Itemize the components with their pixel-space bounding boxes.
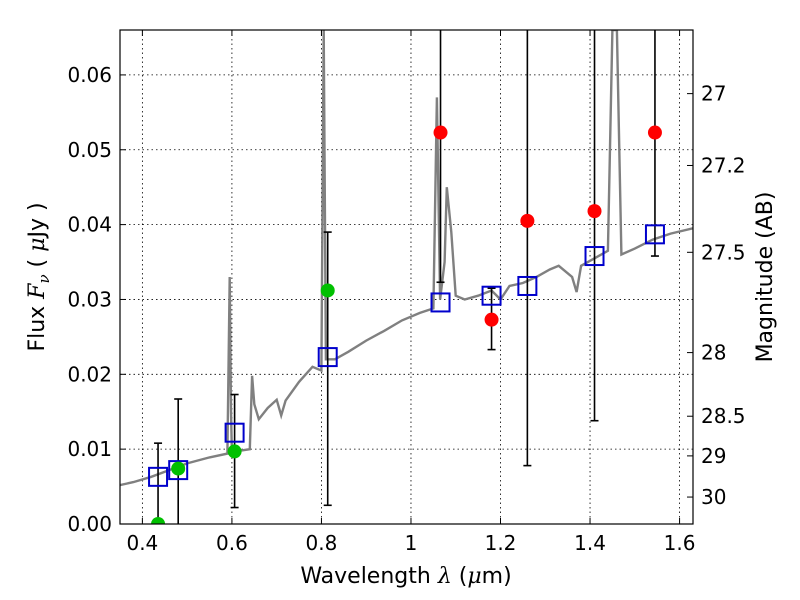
axis-tick-labels: 0.4 0.6 0.8 1 1.2 1.4 1.6 0.00 0.01 0.02 0.03 0.04 0… (67, 63, 745, 555)
data-markers (148, 125, 665, 524)
plot-frame (119, 29, 694, 525)
model-square-marker (430, 292, 451, 313)
x-tick-label: 0.8 (306, 531, 338, 555)
right-tick-label: 27.2 (701, 153, 746, 177)
detection-point (227, 444, 242, 459)
model-square-marker (481, 285, 502, 306)
y-tick-label: 0.06 (67, 63, 112, 87)
model-square-marker (168, 460, 189, 481)
axis-ticks (120, 30, 693, 525)
model-square-marker (224, 422, 245, 443)
right-axis-title: Magnitude (AB) (753, 192, 778, 363)
x-tick-label: 1 (405, 531, 418, 555)
y-tick-label: 0.01 (67, 437, 112, 461)
y-tick-label: 0.00 (67, 512, 112, 536)
upper-limit-point (587, 204, 602, 219)
y-axis-title: Flux Fν ( μJy ) (25, 202, 53, 351)
y-tick-label: 0.02 (67, 362, 112, 386)
right-tick-label: 27 (701, 82, 726, 106)
model-square-marker (317, 347, 338, 368)
right-tick-label: 28 (701, 341, 726, 365)
x-tick-label: 1.4 (574, 531, 606, 555)
model-square-marker (148, 466, 169, 487)
x-tick-label: 1.6 (664, 531, 696, 555)
x-axis-title: Wavelength λ (μm) (300, 564, 511, 589)
x-tick-label: 0.6 (216, 531, 248, 555)
detection-point (151, 517, 166, 524)
right-tick-label: 29 (701, 444, 726, 468)
y-tick-label: 0.05 (67, 138, 112, 162)
detection-point (320, 283, 335, 298)
right-tick-label: 30 (701, 485, 726, 509)
right-tick-label: 27.5 (701, 240, 746, 264)
model-square-marker (644, 224, 665, 245)
upper-limit-point (433, 125, 448, 140)
detection-point (171, 461, 186, 476)
upper-limit-point (520, 213, 535, 228)
x-tick-label: 0.4 (126, 531, 158, 555)
model-square-marker (517, 275, 538, 296)
x-tick-label: 1.2 (485, 531, 517, 555)
model-square-marker (584, 246, 605, 267)
right-tick-label: 28.5 (701, 404, 746, 428)
upper-limit-point (647, 125, 662, 140)
upper-limit-point (484, 312, 499, 327)
y-tick-label: 0.04 (67, 213, 112, 237)
y-tick-label: 0.03 (67, 287, 112, 311)
